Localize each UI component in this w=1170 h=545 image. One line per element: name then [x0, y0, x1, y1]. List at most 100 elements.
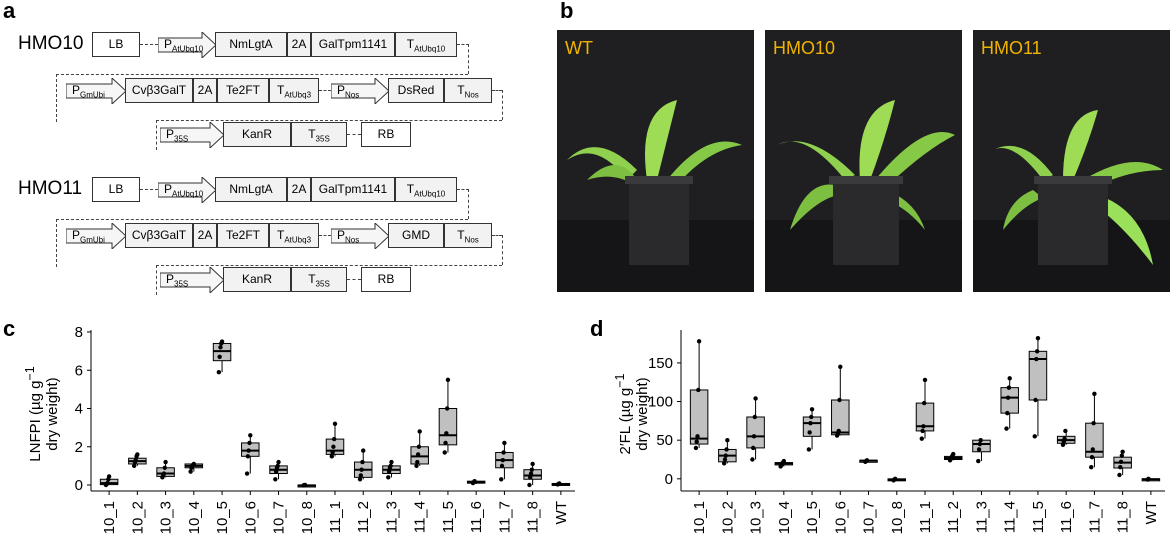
x-tick-label: 10_4	[186, 501, 203, 534]
x-tick-label: 11_4	[412, 501, 429, 533]
data-point	[527, 482, 532, 488]
linker-dash	[457, 189, 469, 190]
data-point	[892, 476, 898, 482]
x-tick-label: 11_2	[945, 501, 962, 533]
data-point	[135, 452, 140, 457]
data-point	[1062, 436, 1067, 441]
x-tick-label: 10_1	[101, 501, 118, 534]
data-point	[920, 428, 925, 434]
data-point	[1033, 397, 1038, 403]
linker-dash	[502, 235, 503, 265]
promoter-arrow: P35S	[160, 122, 224, 148]
data-point	[1119, 453, 1125, 458]
data-point	[807, 430, 812, 435]
linker-dash	[156, 120, 502, 121]
data-point	[219, 339, 225, 344]
panel-letter-a: a	[3, 0, 16, 23]
linker-dash	[502, 90, 503, 120]
data-point	[501, 450, 506, 455]
x-tick-label: 10_4	[776, 501, 793, 534]
linker-dash	[156, 265, 502, 266]
data-point	[191, 461, 197, 467]
y-tick-label: 100	[648, 394, 673, 411]
data-point	[1007, 376, 1012, 381]
data-point	[106, 474, 112, 479]
gene-box: Te2FT	[217, 223, 269, 248]
data-point	[445, 377, 451, 383]
gene-box: Te2FT	[217, 78, 269, 103]
linker-dash	[492, 235, 502, 236]
data-point	[752, 414, 757, 420]
data-point	[416, 444, 422, 449]
data-point	[838, 364, 843, 369]
y-tick-label: 6	[75, 362, 83, 379]
terminator-box: TAtUbq3	[269, 78, 319, 103]
x-tick-label: 10_1	[691, 501, 708, 534]
x-tick-label: 11_1	[917, 501, 934, 533]
gene-box: Cvβ3GalT	[125, 223, 193, 248]
gene-box: 2A	[287, 32, 311, 57]
x-tick-label: 10_2	[129, 501, 146, 534]
x-tick-label: 10_3	[158, 501, 175, 534]
data-point	[389, 459, 394, 465]
data-point	[133, 457, 138, 463]
data-point	[443, 440, 448, 446]
box-10_3	[746, 416, 765, 449]
x-tick-label: 11_5	[1030, 501, 1047, 533]
data-point	[218, 345, 223, 350]
data-point	[360, 459, 365, 465]
terminator-box: T35S	[291, 122, 347, 147]
data-point	[723, 453, 728, 458]
data-point	[444, 406, 450, 411]
x-tick-label: 10_8	[889, 501, 906, 534]
gene-box: GMD	[388, 223, 444, 248]
data-point	[694, 439, 699, 444]
data-point	[1089, 465, 1094, 470]
data-point	[499, 477, 504, 482]
plant-illustration	[557, 30, 754, 292]
data-point	[1118, 465, 1123, 470]
data-point	[162, 465, 167, 470]
data-point	[750, 457, 755, 462]
data-point	[1089, 454, 1095, 460]
photo-label-wt: WT	[565, 38, 593, 58]
data-point	[753, 396, 758, 401]
linker-dash	[457, 44, 469, 45]
gene-box: 2A	[193, 78, 217, 103]
gene-box: NmLgtA	[215, 32, 287, 57]
data-point	[275, 463, 280, 469]
y-tick-label: 2	[75, 439, 83, 456]
terminator-box: TAtUbq3	[269, 223, 319, 248]
photo-label-hmo10: HMO10	[773, 38, 836, 58]
data-point	[276, 459, 281, 465]
y-tick-label: 50	[656, 432, 673, 449]
data-point	[472, 478, 477, 484]
data-point	[1004, 426, 1009, 431]
linker-dash	[56, 74, 468, 75]
panel-letter-b: b	[560, 0, 574, 23]
data-point	[976, 458, 981, 464]
data-point	[273, 477, 278, 482]
promoter-arrow: PNos	[331, 78, 389, 104]
data-point	[530, 461, 535, 467]
x-tick-label: 11_7	[496, 501, 513, 533]
linker-dash	[468, 44, 469, 74]
x-tick-label: 10_5	[214, 501, 231, 534]
linker-dash	[347, 279, 361, 280]
plant-illustration	[973, 30, 1170, 292]
x-tick-label: 10_3	[748, 501, 765, 534]
data-point	[1063, 428, 1068, 434]
data-point	[922, 400, 927, 406]
data-point	[809, 407, 815, 412]
data-point	[922, 377, 928, 383]
data-point	[557, 481, 562, 486]
data-point	[246, 448, 251, 453]
y-tick-label: 4	[75, 401, 83, 418]
data-point	[1146, 476, 1151, 482]
data-point	[528, 475, 533, 480]
y-tick-label: 8	[75, 324, 83, 341]
data-point	[836, 428, 841, 434]
gene-box: KanR	[223, 267, 291, 292]
left-border-box: LB	[92, 177, 140, 202]
data-point	[1092, 391, 1097, 397]
